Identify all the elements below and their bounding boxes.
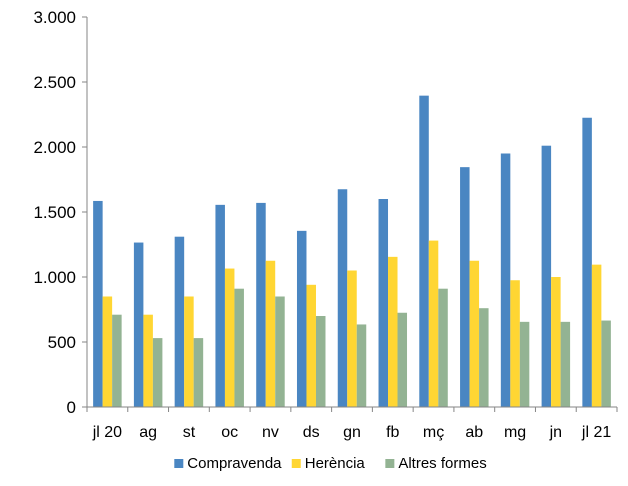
bar-altres-formes-8: [438, 288, 448, 407]
bar-her-ncia-5: [306, 284, 316, 407]
bar-altres-formes-9: [479, 308, 489, 407]
x-tick-label: jl 21: [581, 424, 611, 441]
bar-altres-formes-2: [193, 338, 204, 407]
y-tick-label: 2.000: [33, 138, 76, 157]
bar-altres-formes-6: [356, 324, 367, 407]
bar-altres-formes-4: [275, 296, 285, 407]
y-tick-label: 0: [67, 398, 76, 417]
bar-her-ncia-2: [184, 296, 194, 407]
bar-her-ncia-3: [224, 268, 235, 407]
bar-her-ncia-10: [510, 280, 520, 407]
bar-altres-formes-12: [601, 320, 611, 407]
bar-compravenda-1: [133, 242, 144, 407]
x-tick-label: oc: [221, 424, 238, 441]
legend-label-altres-formes: Altres formes: [398, 455, 486, 472]
x-tick-label: fb: [386, 424, 399, 441]
y-tick-label: 3.000: [33, 8, 76, 27]
x-tick-label: ag: [139, 424, 157, 441]
bar-compravenda-8: [419, 95, 429, 408]
bar-her-ncia-8: [428, 240, 439, 407]
bar-her-ncia-7: [388, 256, 398, 407]
bar-compravenda-7: [378, 199, 389, 407]
bar-compravenda-4: [256, 202, 266, 407]
y-tick-label: 1.000: [33, 268, 76, 287]
x-tick-label: ab: [465, 424, 483, 441]
bar-compravenda-12: [582, 117, 592, 407]
bar-altres-formes-7: [397, 312, 408, 407]
bar-compravenda-11: [541, 145, 552, 407]
bar-her-ncia-12: [591, 264, 602, 407]
bar-her-ncia-11: [551, 277, 561, 407]
legend: Compravenda Herència Altres formes: [174, 455, 487, 472]
y-axis: 0 500 1.000 1.500 2.000 2.500 3.000: [33, 8, 88, 417]
x-tick-label: jl 20: [92, 424, 122, 441]
y-tick-label: 500: [48, 333, 76, 352]
x-tick-label: jn: [549, 424, 562, 441]
legend-swatch-her-ncia: [291, 459, 301, 468]
x-tick-label: gn: [343, 424, 361, 441]
bar-compravenda-0: [93, 200, 103, 407]
bar-altres-formes-5: [315, 316, 326, 407]
bar-altres-formes-11: [560, 321, 571, 407]
bar-her-ncia-9: [469, 260, 480, 407]
plot-area: [93, 95, 611, 408]
bar-her-ncia-1: [143, 314, 153, 407]
bar-compravenda-3: [215, 204, 225, 407]
x-tick-label: mç: [423, 424, 444, 441]
bar-altres-formes-0: [112, 314, 122, 407]
bar-altres-formes-10: [519, 321, 530, 407]
bar-her-ncia-4: [265, 260, 276, 407]
y-tick-label: 2.500: [33, 73, 76, 92]
legend-label-her-ncia: Herència: [305, 455, 366, 472]
bar-compravenda-5: [296, 230, 307, 407]
x-tick-label: ds: [303, 424, 320, 441]
bar-altres-formes-1: [152, 338, 163, 407]
bar-compravenda-10: [500, 153, 511, 407]
legend-swatch-altres-formes: [385, 459, 395, 468]
legend-label-compravenda: Compravenda: [187, 455, 282, 472]
y-tick-label: 1.500: [33, 203, 76, 222]
bar-compravenda-2: [174, 236, 185, 407]
bar-altres-formes-3: [234, 288, 244, 407]
bar-her-ncia-0: [102, 296, 113, 407]
bar-her-ncia-6: [347, 270, 357, 407]
legend-swatch-compravenda: [174, 459, 184, 468]
x-axis: jl 20 ag st oc nv ds gn fb mç ab mg jn jl 21: [86, 406, 618, 441]
bar-compravenda-9: [460, 167, 470, 407]
x-tick-label: nv: [262, 424, 279, 441]
x-tick-label: st: [183, 424, 196, 441]
bar-compravenda-6: [337, 189, 348, 407]
x-tick-label: mg: [504, 424, 526, 441]
